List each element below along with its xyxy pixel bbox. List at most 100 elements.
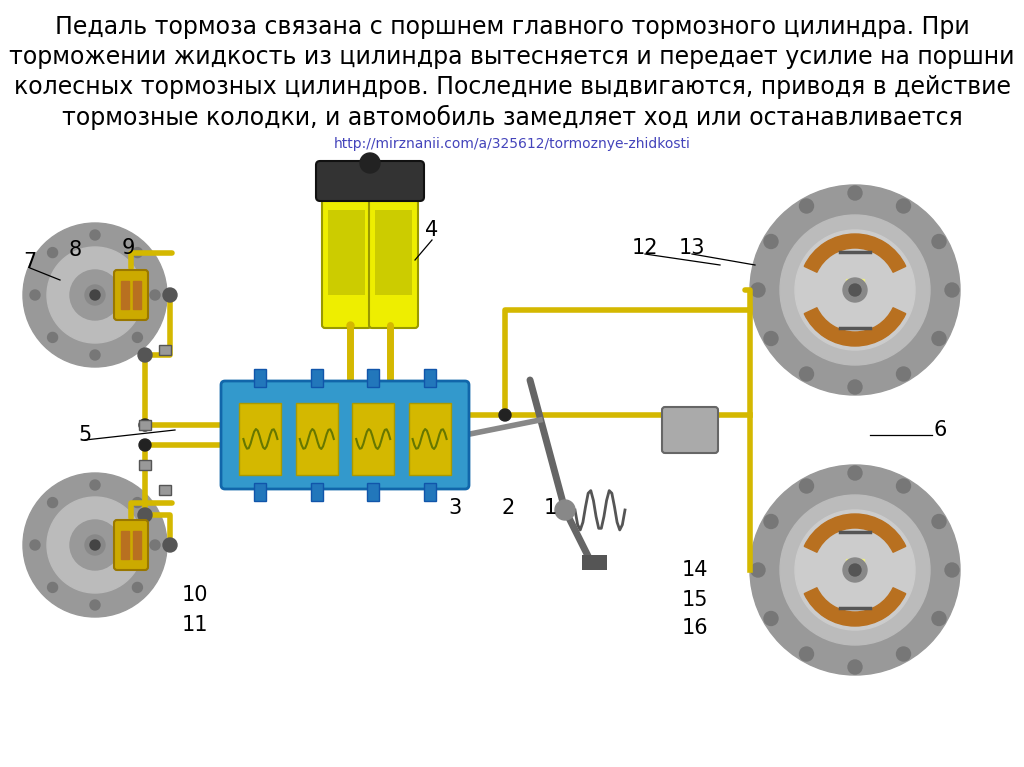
Bar	[352, 403, 394, 475]
Circle shape	[750, 185, 961, 395]
Circle shape	[795, 510, 915, 630]
Text: 1: 1	[544, 498, 557, 518]
Wedge shape	[804, 308, 906, 346]
Bar	[139, 420, 151, 430]
Circle shape	[47, 498, 57, 508]
Circle shape	[800, 647, 813, 661]
Bar	[328, 210, 365, 295]
Circle shape	[764, 331, 778, 345]
Bar	[311, 483, 323, 501]
Text: 14: 14	[682, 560, 709, 580]
Bar	[424, 483, 435, 501]
Circle shape	[90, 600, 100, 610]
Text: тормозные колодки, и автомобиль замедляет ход или останавливается: тормозные колодки, и автомобиль замедляе…	[61, 105, 963, 130]
Text: 2: 2	[502, 498, 515, 518]
Circle shape	[139, 419, 151, 431]
Text: 5: 5	[79, 425, 91, 445]
Text: 13: 13	[679, 238, 706, 258]
Circle shape	[932, 515, 946, 528]
Bar	[133, 281, 141, 309]
Bar	[368, 483, 379, 501]
Text: 10: 10	[181, 585, 208, 605]
Circle shape	[47, 582, 57, 592]
Circle shape	[70, 270, 120, 320]
Circle shape	[150, 540, 160, 550]
Circle shape	[932, 611, 946, 626]
Circle shape	[932, 331, 946, 345]
Circle shape	[848, 186, 862, 200]
Circle shape	[896, 367, 910, 381]
Circle shape	[132, 498, 142, 508]
Bar	[296, 403, 338, 475]
Circle shape	[499, 409, 511, 421]
FancyBboxPatch shape	[662, 407, 718, 453]
Text: 11: 11	[181, 615, 208, 635]
Circle shape	[848, 380, 862, 394]
Circle shape	[47, 248, 57, 258]
Text: 3: 3	[449, 498, 462, 518]
Bar	[424, 369, 435, 387]
Circle shape	[764, 235, 778, 249]
Circle shape	[163, 288, 177, 302]
Text: 15: 15	[682, 590, 709, 610]
Circle shape	[23, 473, 167, 617]
Circle shape	[800, 367, 813, 381]
Circle shape	[800, 199, 813, 213]
Circle shape	[764, 611, 778, 626]
Circle shape	[30, 290, 40, 300]
Text: 8: 8	[69, 240, 82, 260]
Circle shape	[30, 540, 40, 550]
Text: http://mirznanii.com/a/325612/tormoznye-zhidkosti: http://mirznanii.com/a/325612/tormoznye-…	[334, 137, 690, 151]
Circle shape	[843, 278, 867, 302]
Circle shape	[138, 508, 152, 522]
Text: Педаль тормоза связана с поршнем главного тормозного цилиндра. При: Педаль тормоза связана с поршнем главног…	[54, 15, 970, 39]
Circle shape	[849, 564, 861, 576]
Bar	[311, 369, 323, 387]
Circle shape	[90, 480, 100, 490]
Circle shape	[780, 495, 930, 645]
Circle shape	[751, 283, 765, 297]
Bar	[368, 369, 379, 387]
Bar	[254, 369, 266, 387]
Circle shape	[90, 540, 100, 550]
Bar	[133, 531, 141, 559]
Circle shape	[764, 515, 778, 528]
Circle shape	[555, 500, 575, 520]
Circle shape	[945, 283, 959, 297]
Circle shape	[945, 563, 959, 577]
Circle shape	[780, 215, 930, 365]
Circle shape	[47, 497, 143, 593]
Circle shape	[360, 153, 380, 173]
Circle shape	[70, 520, 120, 570]
Circle shape	[848, 660, 862, 674]
Text: 7: 7	[24, 252, 37, 272]
Circle shape	[90, 290, 100, 300]
Circle shape	[139, 439, 151, 451]
Bar	[121, 281, 129, 309]
Circle shape	[896, 199, 910, 213]
Circle shape	[150, 290, 160, 300]
Circle shape	[47, 332, 57, 342]
Wedge shape	[804, 588, 906, 626]
Circle shape	[85, 535, 105, 555]
Circle shape	[90, 350, 100, 360]
FancyBboxPatch shape	[316, 161, 424, 201]
Circle shape	[138, 348, 152, 362]
Bar	[846, 559, 864, 571]
FancyBboxPatch shape	[221, 381, 469, 489]
FancyBboxPatch shape	[369, 192, 418, 328]
Circle shape	[132, 248, 142, 258]
Bar	[375, 210, 412, 295]
Bar	[846, 279, 864, 291]
Circle shape	[896, 479, 910, 493]
Circle shape	[843, 558, 867, 582]
Circle shape	[90, 230, 100, 240]
Circle shape	[132, 332, 142, 342]
Circle shape	[85, 285, 105, 305]
Circle shape	[132, 582, 142, 592]
Circle shape	[751, 563, 765, 577]
Bar	[254, 483, 266, 501]
Circle shape	[896, 647, 910, 661]
Wedge shape	[804, 234, 906, 272]
Text: торможении жидкость из цилиндра вытесняется и передает усилие на поршни: торможении жидкость из цилиндра вытесняе…	[9, 45, 1015, 69]
